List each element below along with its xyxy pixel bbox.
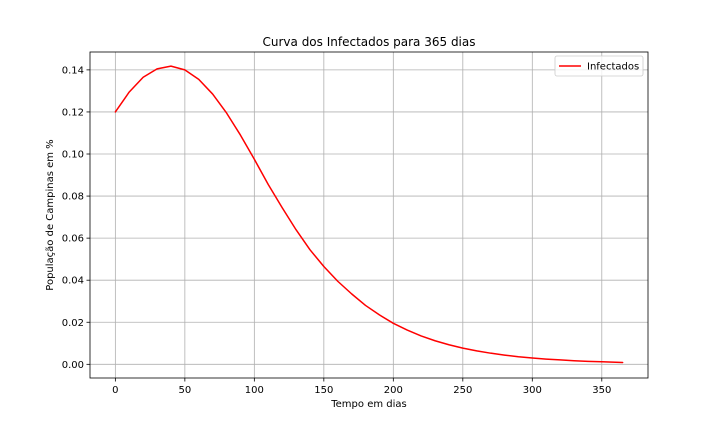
y-tick-label: 0.06 <box>62 234 84 245</box>
x-tick-label: 200 <box>384 385 403 396</box>
x-tick-label: 250 <box>453 385 472 396</box>
legend-box <box>554 55 644 77</box>
y-tick-label: 0.12 <box>62 107 84 118</box>
legend: Infectados <box>554 55 644 77</box>
grid-layer <box>90 52 648 378</box>
x-tick-label: 100 <box>245 385 264 396</box>
x-tick-label: 350 <box>592 385 611 396</box>
y-tick-label: 0.14 <box>62 65 84 76</box>
x-tick-label: 50 <box>178 385 191 396</box>
y-tick-label: 0.08 <box>62 192 84 203</box>
x-tick-label: 300 <box>523 385 542 396</box>
series-layer <box>114 65 624 364</box>
x-axis-title: Tempo em dias <box>330 399 406 410</box>
y-tick-label: 0.00 <box>62 360 84 371</box>
ticks-layer: 0 50 100 150 200 250 300 350 0.00 0.02 0.04 0.06 0.0… <box>62 65 612 396</box>
x-tick-label: 0 <box>112 385 118 396</box>
plot-frame <box>89 51 649 379</box>
y-tick-label: 0.04 <box>62 276 84 287</box>
y-tick-label: 0.02 <box>62 318 84 329</box>
y-tick-label: 0.10 <box>62 150 84 161</box>
legend-label-infectados: Infectados <box>587 62 639 73</box>
y-axis-title: População de Campinas em % <box>45 139 56 290</box>
series-line-infectados <box>114 65 624 364</box>
chart-title: Curva dos Infectados para 365 dias <box>263 35 476 49</box>
x-tick-label: 150 <box>314 385 333 396</box>
